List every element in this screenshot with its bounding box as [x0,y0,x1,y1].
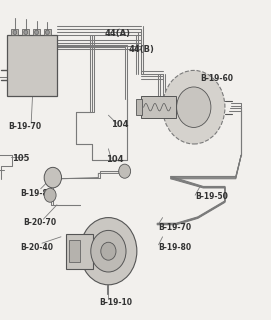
Text: B-19-70: B-19-70 [159,223,192,232]
Text: B-19-80: B-19-80 [20,189,53,198]
Text: B-20-40: B-20-40 [20,244,53,252]
Circle shape [35,30,38,35]
Text: B-19-80: B-19-80 [159,244,192,252]
Text: B-19-70: B-19-70 [8,122,41,131]
Bar [66,234,93,269]
Bar [136,99,142,115]
Text: 44(B): 44(B) [129,45,154,54]
Text: 104: 104 [111,120,129,129]
Bar [69,240,80,262]
Circle shape [46,30,49,35]
Circle shape [177,87,211,127]
Circle shape [119,164,131,178]
Text: B-19-10: B-19-10 [99,298,132,307]
Text: 44(A): 44(A) [104,29,130,38]
Text: B-20-70: B-20-70 [23,218,56,227]
Text: B-19-50: B-19-50 [195,192,228,201]
Circle shape [101,242,116,260]
Text: 104: 104 [106,156,123,164]
FancyBboxPatch shape [7,35,57,96]
Bar [11,29,18,35]
Circle shape [24,30,28,35]
Circle shape [80,218,137,285]
Circle shape [13,30,17,35]
Circle shape [44,167,62,188]
Circle shape [91,230,126,272]
Circle shape [44,188,56,202]
Circle shape [163,70,225,144]
Bar [22,29,29,35]
Bar [33,29,40,35]
Text: 105: 105 [12,154,30,163]
Text: B-19-60: B-19-60 [201,74,234,83]
Bar [44,29,51,35]
Bar [141,96,176,118]
